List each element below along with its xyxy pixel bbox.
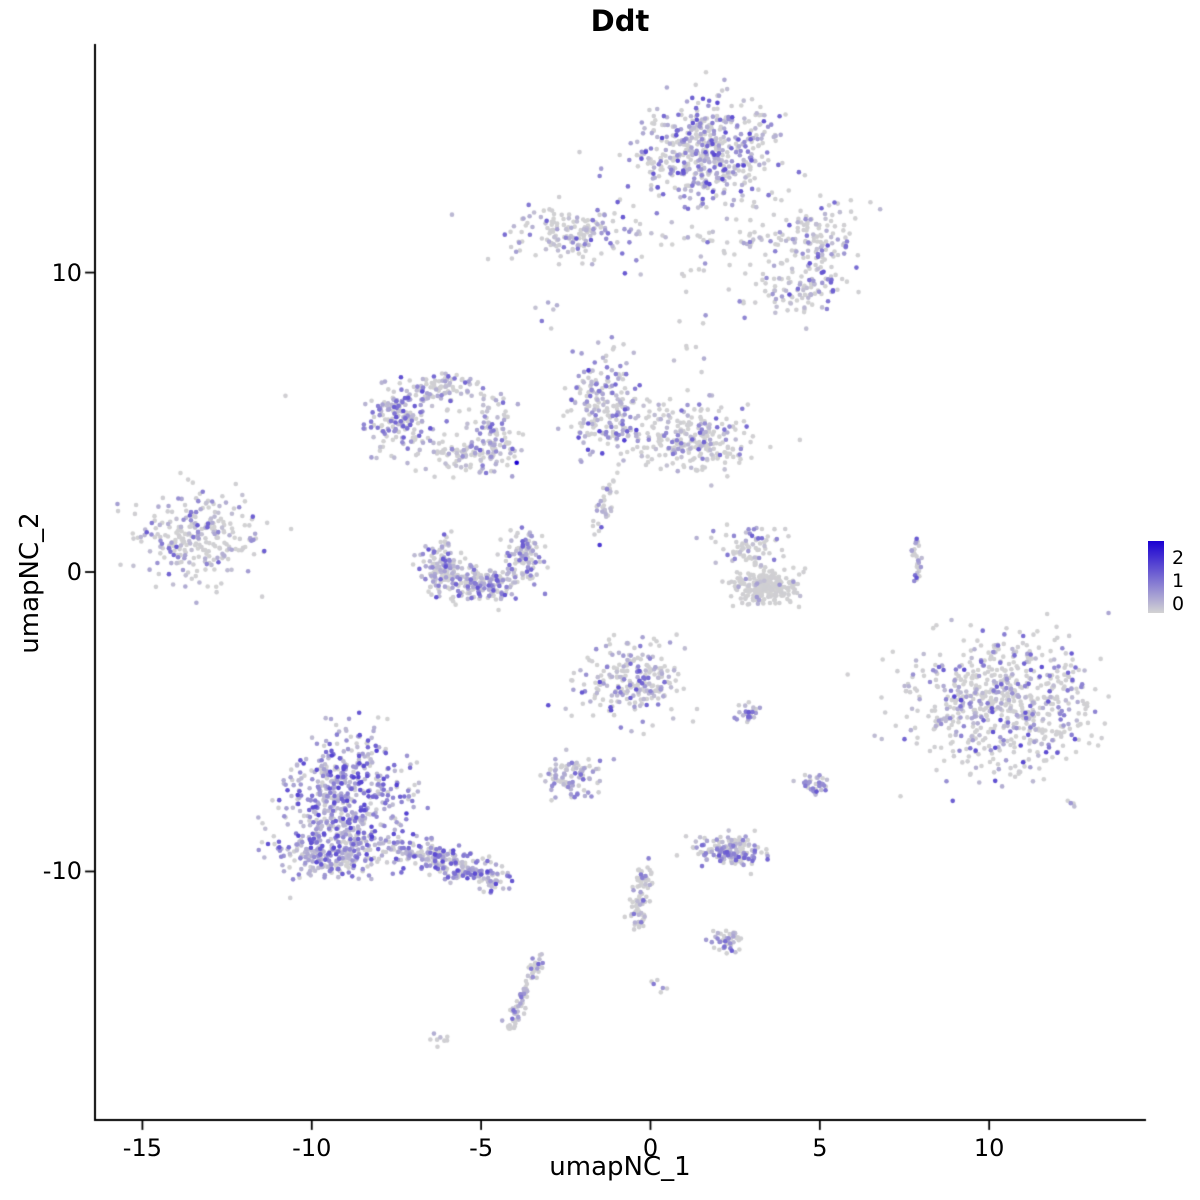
x-tick-label: 0 xyxy=(642,1134,659,1162)
x-tick-label: -15 xyxy=(122,1134,163,1162)
legend-value-label: 1 xyxy=(1172,570,1185,593)
x-tick-label: 5 xyxy=(812,1134,828,1162)
y-tick-label: -10 xyxy=(42,857,82,886)
legend-gradient-bar xyxy=(1148,541,1164,613)
x-tick-label: -10 xyxy=(292,1134,332,1162)
x-axis-label: umapNC_1 xyxy=(549,1152,691,1182)
legend-value-label: 0 xyxy=(1172,593,1185,616)
y-tick-label: 10 xyxy=(51,258,82,287)
plot-title: Ddt xyxy=(590,4,650,38)
x-tick-label: -5 xyxy=(469,1134,494,1162)
x-tick-label: 10 xyxy=(973,1134,1005,1162)
y-tick-label: 0 xyxy=(66,558,82,587)
legend-value-label: 2 xyxy=(1172,547,1185,570)
